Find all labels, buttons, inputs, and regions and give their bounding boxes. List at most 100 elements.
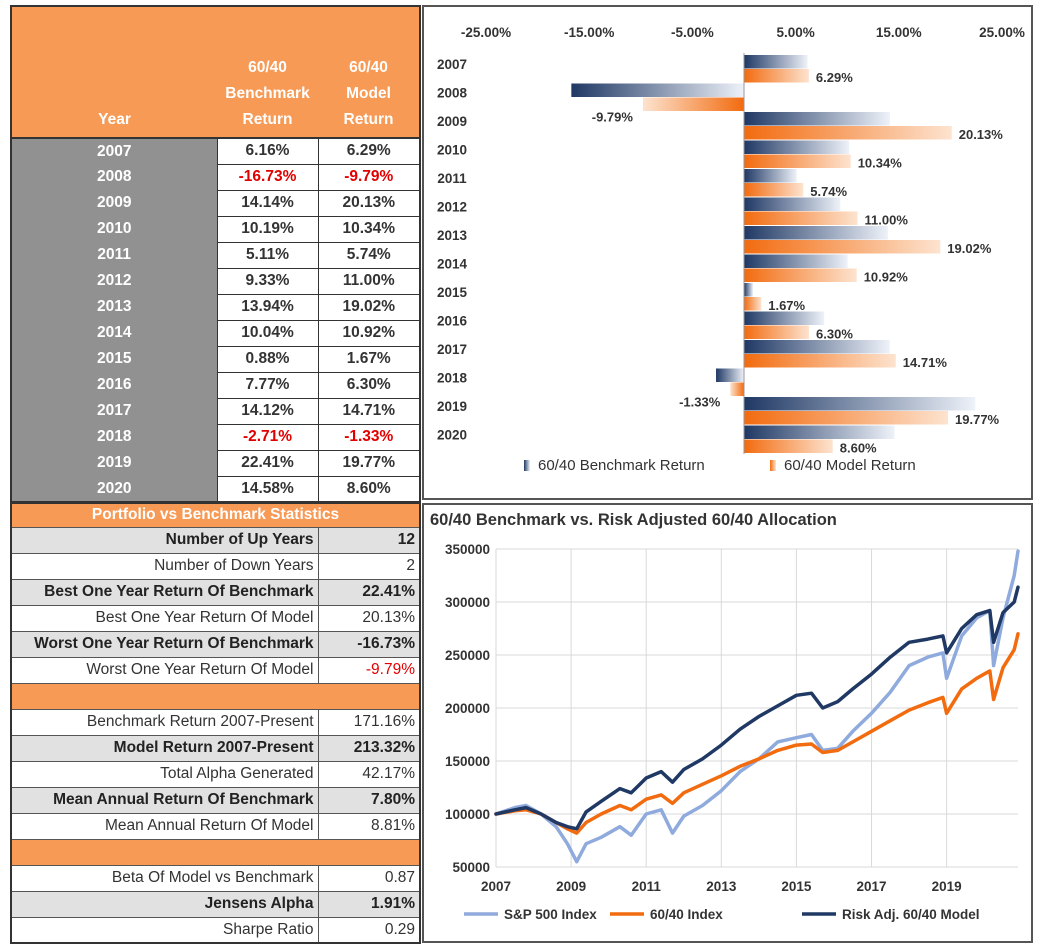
model-cell: 10.34% (317, 215, 421, 243)
returns-row: 2015 0.88% 1.67% (10, 345, 421, 373)
stats-label: Benchmark Return 2007-Present (10, 708, 319, 736)
stats-row: Best One Year Return Of Model 20.13% (10, 604, 421, 632)
x-tick-label: 2015 (781, 879, 812, 894)
stats-value: -16.73% (317, 630, 421, 658)
stats-spacer-row (10, 838, 421, 866)
x-tick-label: 2013 (706, 879, 737, 894)
model-cell: 14.71% (317, 397, 421, 425)
model-cell: -1.33% (317, 423, 421, 451)
benchmark-cell: -2.71% (216, 423, 319, 451)
stats-value: 1.91% (317, 890, 421, 918)
y-tick-label: 2009 (437, 114, 467, 129)
returns-row: 2014 10.04% 10.92% (10, 319, 421, 347)
year-cell: 2013 (10, 294, 218, 320)
y-tick-label: 2018 (437, 371, 468, 386)
benchmark-cell: 14.12% (216, 397, 319, 425)
model-data-label: 20.13% (959, 127, 1004, 142)
benchmark-bar (744, 283, 754, 297)
stats-row: Jensens Alpha 1.91% (10, 890, 421, 918)
model-data-label: 1.67% (768, 298, 805, 313)
model-bar (744, 439, 833, 453)
year-cell: 2010 (10, 216, 218, 242)
stats-row: Mean Annual Return Of Benchmark 7.80% (10, 786, 421, 814)
model-cell: 1.67% (317, 345, 421, 373)
benchmark-bar (571, 83, 744, 97)
risk-adj-model-line (494, 585, 1020, 831)
stats-row: Best One Year Return Of Benchmark 22.41% (10, 578, 421, 606)
sp500-line (494, 549, 1020, 864)
returns-row: 2013 13.94% 19.02% (10, 293, 421, 321)
stats-label: Worst One Year Return Of Model (10, 656, 319, 684)
header-benchmark: 60/40 Benchmark Return (217, 5, 318, 139)
stats-spacer (10, 838, 421, 866)
stats-title-row: Portfolio vs Benchmark Statistics (10, 502, 421, 528)
benchmark-cell: 14.14% (216, 189, 319, 217)
benchmark-cell: 10.04% (216, 319, 319, 347)
returns-row: 2019 22.41% 19.77% (10, 449, 421, 477)
model-data-label: 10.34% (858, 156, 903, 171)
model-cell: 11.00% (317, 267, 421, 295)
benchmark-bar (744, 226, 888, 240)
legend-label: S&P 500 Index (504, 907, 597, 922)
bar-chart-svg: -25.00% -15.00% -5.00% 5.00% 15.00% 25.00% 200… (437, 25, 1025, 474)
y-tick-label: 2013 (437, 228, 468, 243)
x-tick-label: -15.00% (564, 25, 614, 40)
benchmark-cell: 5.11% (216, 241, 319, 269)
y-tick-label: 150000 (445, 754, 490, 769)
y-tick-label: 300000 (445, 595, 490, 610)
returns-row: 2010 10.19% 10.34% (10, 215, 421, 243)
x-tick-label: 2011 (632, 879, 662, 894)
model-bar (744, 297, 762, 311)
year-cell: 2018 (10, 424, 218, 450)
benchmark-cell: 13.94% (216, 293, 319, 321)
returns-header-row: Year 60/40 Benchmark Return 60/40 Model Retu… (10, 5, 421, 139)
stats-value: 213.32% (317, 734, 421, 762)
y-tick-label: 250000 (445, 648, 490, 663)
stats-label: Worst One Year Return Of Benchmark (10, 630, 319, 658)
line-chart-svg: 60/40 Benchmark vs. Risk Adjusted 60/40 … (430, 511, 1020, 922)
model-data-label: 14.71% (903, 355, 948, 370)
benchmark-cell: 0.88% (216, 345, 319, 373)
model-bar (744, 354, 896, 368)
stats-row: Benchmark Return 2007-Present 171.16% (10, 708, 421, 736)
y-tick-label: 2016 (437, 314, 468, 329)
benchmark-cell: 6.16% (216, 137, 319, 165)
stats-label: Beta Of Model vs Benchmark (10, 864, 319, 892)
returns-table: Year 60/40 Benchmark Return 60/40 Model Retu… (10, 5, 421, 503)
year-cell: 2019 (10, 450, 218, 476)
stats-row: Mean Annual Return Of Model 8.81% (10, 812, 421, 840)
benchmark-cell: 7.77% (216, 371, 319, 399)
y-tick-label: 2008 (437, 86, 468, 101)
returns-row: 2018 -2.71% -1.33% (10, 423, 421, 451)
stats-title: Portfolio vs Benchmark Statistics (10, 502, 421, 528)
stats-row: Worst One Year Return Of Model -9.79% (10, 656, 421, 684)
stats-value: 12 (317, 526, 421, 554)
benchmark-cell: -16.73% (216, 163, 319, 191)
model-data-label: 19.77% (955, 412, 1000, 427)
header-year: Year (10, 5, 217, 139)
stats-value: 8.81% (317, 812, 421, 840)
x-tick-label: 2017 (857, 879, 887, 894)
model-data-label: 6.30% (816, 327, 853, 342)
y-tick-label: 2015 (437, 285, 468, 300)
stats-spacer (10, 682, 421, 710)
stats-value: 42.17% (317, 760, 421, 788)
benchmark-bar (744, 55, 808, 69)
stats-value: 22.41% (317, 578, 421, 606)
benchmark-bar (744, 140, 850, 154)
stats-label: Best One Year Return Of Model (10, 604, 319, 632)
y-tick-label: 2014 (437, 257, 468, 272)
x-tick-label: -25.00% (461, 25, 511, 40)
benchmark-bar (744, 397, 976, 411)
benchmark-bar (716, 368, 744, 382)
model-bar (744, 69, 809, 83)
y-tick-label: 2011 (437, 171, 467, 186)
stats-row: Sharpe Ratio 0.29 (10, 916, 421, 944)
legend-label: 60/40 Index (650, 907, 723, 922)
x-tick-label: 2019 (932, 879, 962, 894)
legend-model-key (770, 460, 776, 471)
model-bar (744, 268, 857, 282)
model-cell: 8.60% (317, 475, 421, 503)
year-cell: 2009 (10, 190, 218, 216)
stats-label: Sharpe Ratio (10, 916, 319, 944)
